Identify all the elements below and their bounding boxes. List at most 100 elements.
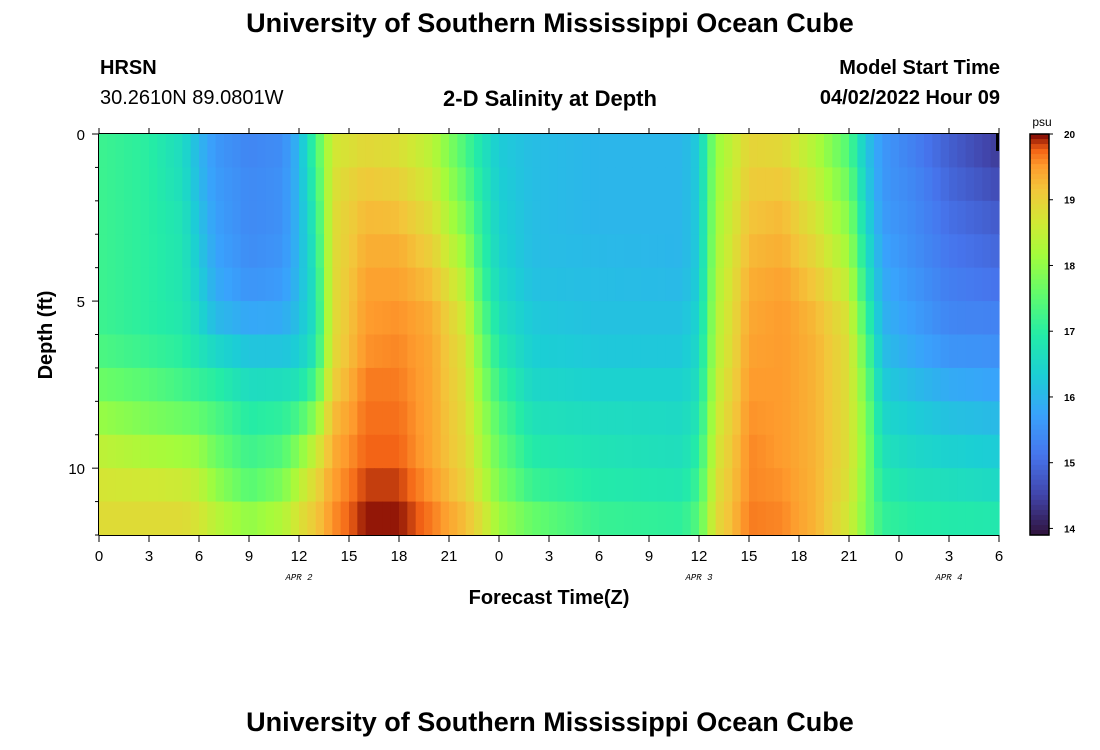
heatmap-cell bbox=[165, 367, 175, 402]
heatmap-cell bbox=[399, 468, 408, 503]
x-tick-label: 21 bbox=[441, 548, 458, 565]
colorbar-band bbox=[1030, 349, 1049, 356]
heatmap-cell bbox=[174, 267, 183, 302]
colorbar-tick-label: 19 bbox=[1064, 196, 1076, 207]
heatmap-cell bbox=[757, 468, 767, 503]
heatmap-cell bbox=[224, 167, 233, 202]
heatmap-cell bbox=[682, 134, 692, 169]
x-tick-label: 0 bbox=[895, 548, 903, 565]
colorbar-band bbox=[1030, 449, 1049, 456]
heatmap-cell bbox=[815, 501, 825, 536]
heatmap-cell bbox=[874, 200, 883, 235]
heatmap-cell bbox=[499, 234, 508, 269]
heatmap-cell bbox=[332, 234, 342, 269]
heatmap-cell bbox=[815, 434, 825, 469]
heatmap-cell bbox=[390, 167, 400, 202]
heatmap-cell bbox=[874, 434, 883, 469]
heatmap-cell bbox=[715, 367, 725, 402]
heatmap-cell bbox=[515, 234, 525, 269]
colorbar-unit: psu bbox=[1032, 115, 1051, 129]
heatmap-cell bbox=[865, 301, 875, 336]
colorbar-band bbox=[1030, 184, 1049, 190]
heatmap-cell bbox=[315, 234, 325, 269]
heatmap-cell bbox=[432, 234, 442, 269]
colorbar-band bbox=[1030, 369, 1049, 376]
colorbar-band bbox=[1030, 244, 1049, 250]
heatmap-cell bbox=[257, 234, 267, 269]
heatmap-cell bbox=[240, 200, 250, 235]
heatmap-cell bbox=[532, 434, 542, 469]
heatmap-cell bbox=[557, 468, 567, 503]
heatmap-cell bbox=[257, 267, 267, 302]
heatmap-cell bbox=[174, 434, 183, 469]
heatmap-cell bbox=[599, 434, 608, 469]
heatmap-cell bbox=[540, 200, 550, 235]
heatmap-cell bbox=[982, 134, 992, 169]
heatmap-cell bbox=[132, 301, 142, 336]
heatmap-cell bbox=[765, 134, 775, 169]
heatmap-cell bbox=[207, 468, 217, 503]
heatmap-cell bbox=[682, 234, 692, 269]
heatmap-cell bbox=[365, 167, 375, 202]
heatmap-cell bbox=[724, 468, 733, 503]
heatmap-cell bbox=[340, 234, 350, 269]
heatmap-cell bbox=[515, 167, 525, 202]
heatmap-cell bbox=[690, 267, 700, 302]
x-tick-label: 15 bbox=[741, 548, 758, 565]
heatmap-cell bbox=[640, 401, 650, 436]
heatmap-cell bbox=[215, 468, 225, 503]
heatmap-cell bbox=[199, 367, 208, 402]
heatmap-cell bbox=[674, 434, 683, 469]
heatmap-cell bbox=[599, 334, 608, 369]
colorbar-band bbox=[1030, 379, 1049, 386]
heatmap-cell bbox=[549, 134, 558, 169]
heatmap-cell bbox=[982, 200, 992, 235]
heatmap-cell bbox=[215, 301, 225, 336]
heatmap-cell bbox=[532, 301, 542, 336]
heatmap-cell bbox=[790, 468, 800, 503]
heatmap-cell bbox=[482, 301, 492, 336]
heatmap-cell bbox=[857, 434, 867, 469]
heatmap-cell bbox=[199, 200, 208, 235]
heatmap-cell bbox=[399, 234, 408, 269]
heatmap-cell bbox=[249, 501, 258, 536]
heatmap-cell bbox=[265, 501, 275, 536]
heatmap-cell bbox=[557, 200, 567, 235]
heatmap-cell bbox=[690, 401, 700, 436]
heatmap-cell bbox=[724, 267, 733, 302]
heatmap-cell bbox=[524, 267, 533, 302]
heatmap-cell bbox=[365, 501, 375, 536]
heatmap-cell bbox=[507, 401, 517, 436]
heatmap-cell bbox=[132, 134, 142, 169]
heatmap-cell bbox=[874, 234, 883, 269]
heatmap-cell bbox=[274, 401, 283, 436]
heatmap-cell bbox=[757, 334, 767, 369]
heatmap-cell bbox=[465, 434, 475, 469]
heatmap-cell bbox=[157, 334, 167, 369]
heatmap-cell bbox=[665, 367, 675, 402]
heatmap-cell bbox=[324, 234, 333, 269]
heatmap-cell bbox=[482, 134, 492, 169]
station-coords: 30.2610N 89.0801W bbox=[100, 87, 284, 109]
heatmap-cell bbox=[832, 134, 842, 169]
heatmap-cell bbox=[749, 367, 758, 402]
heatmap-cell bbox=[207, 501, 217, 536]
heatmap-cell bbox=[724, 501, 733, 536]
heatmap-cell bbox=[765, 501, 775, 536]
heatmap-cell bbox=[632, 167, 642, 202]
heatmap-cell bbox=[465, 401, 475, 436]
heatmap-cell bbox=[624, 367, 633, 402]
heatmap-cell bbox=[107, 167, 117, 202]
heatmap-cell bbox=[915, 200, 925, 235]
heatmap-cell bbox=[432, 501, 442, 536]
heatmap-cell bbox=[874, 301, 883, 336]
heatmap-cell bbox=[449, 167, 458, 202]
heatmap-cell bbox=[940, 334, 950, 369]
heatmap-cell bbox=[682, 301, 692, 336]
heatmap-cell bbox=[215, 334, 225, 369]
heatmap-cell bbox=[857, 367, 867, 402]
heatmap-cell bbox=[382, 200, 392, 235]
heatmap-cell bbox=[840, 468, 850, 503]
heatmap-cell bbox=[699, 468, 708, 503]
heatmap-cell bbox=[915, 334, 925, 369]
